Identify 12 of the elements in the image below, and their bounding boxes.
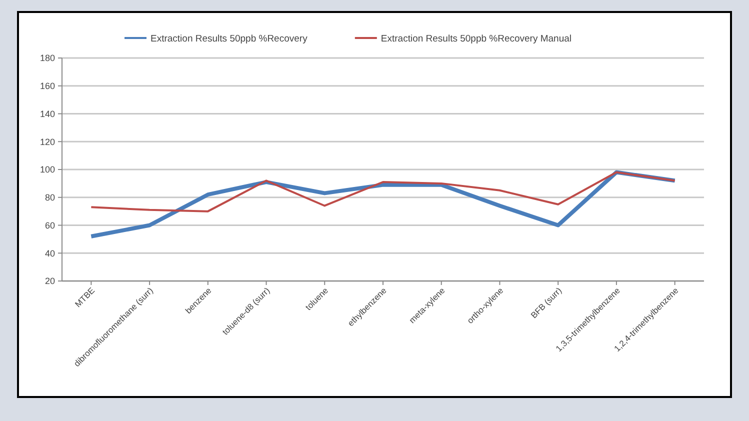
- y-tick-label: 40: [44, 248, 55, 258]
- legend-label: Extraction Results 50ppb %Recovery Manual: [380, 33, 572, 44]
- y-tick-label: 100: [40, 164, 55, 175]
- y-tick-label: 80: [44, 192, 55, 203]
- line-series: [90, 171, 676, 212]
- y-tick-label: 180: [40, 53, 55, 64]
- y-tick-label: 120: [40, 136, 55, 147]
- y-tick-label: 60: [44, 220, 55, 230]
- y-tick-label: 140: [40, 108, 55, 119]
- legend-label: Extraction Results 50ppb %Recovery: [150, 33, 308, 44]
- y-tick-label: 160: [40, 81, 55, 92]
- y-tick-label: 20: [44, 276, 55, 286]
